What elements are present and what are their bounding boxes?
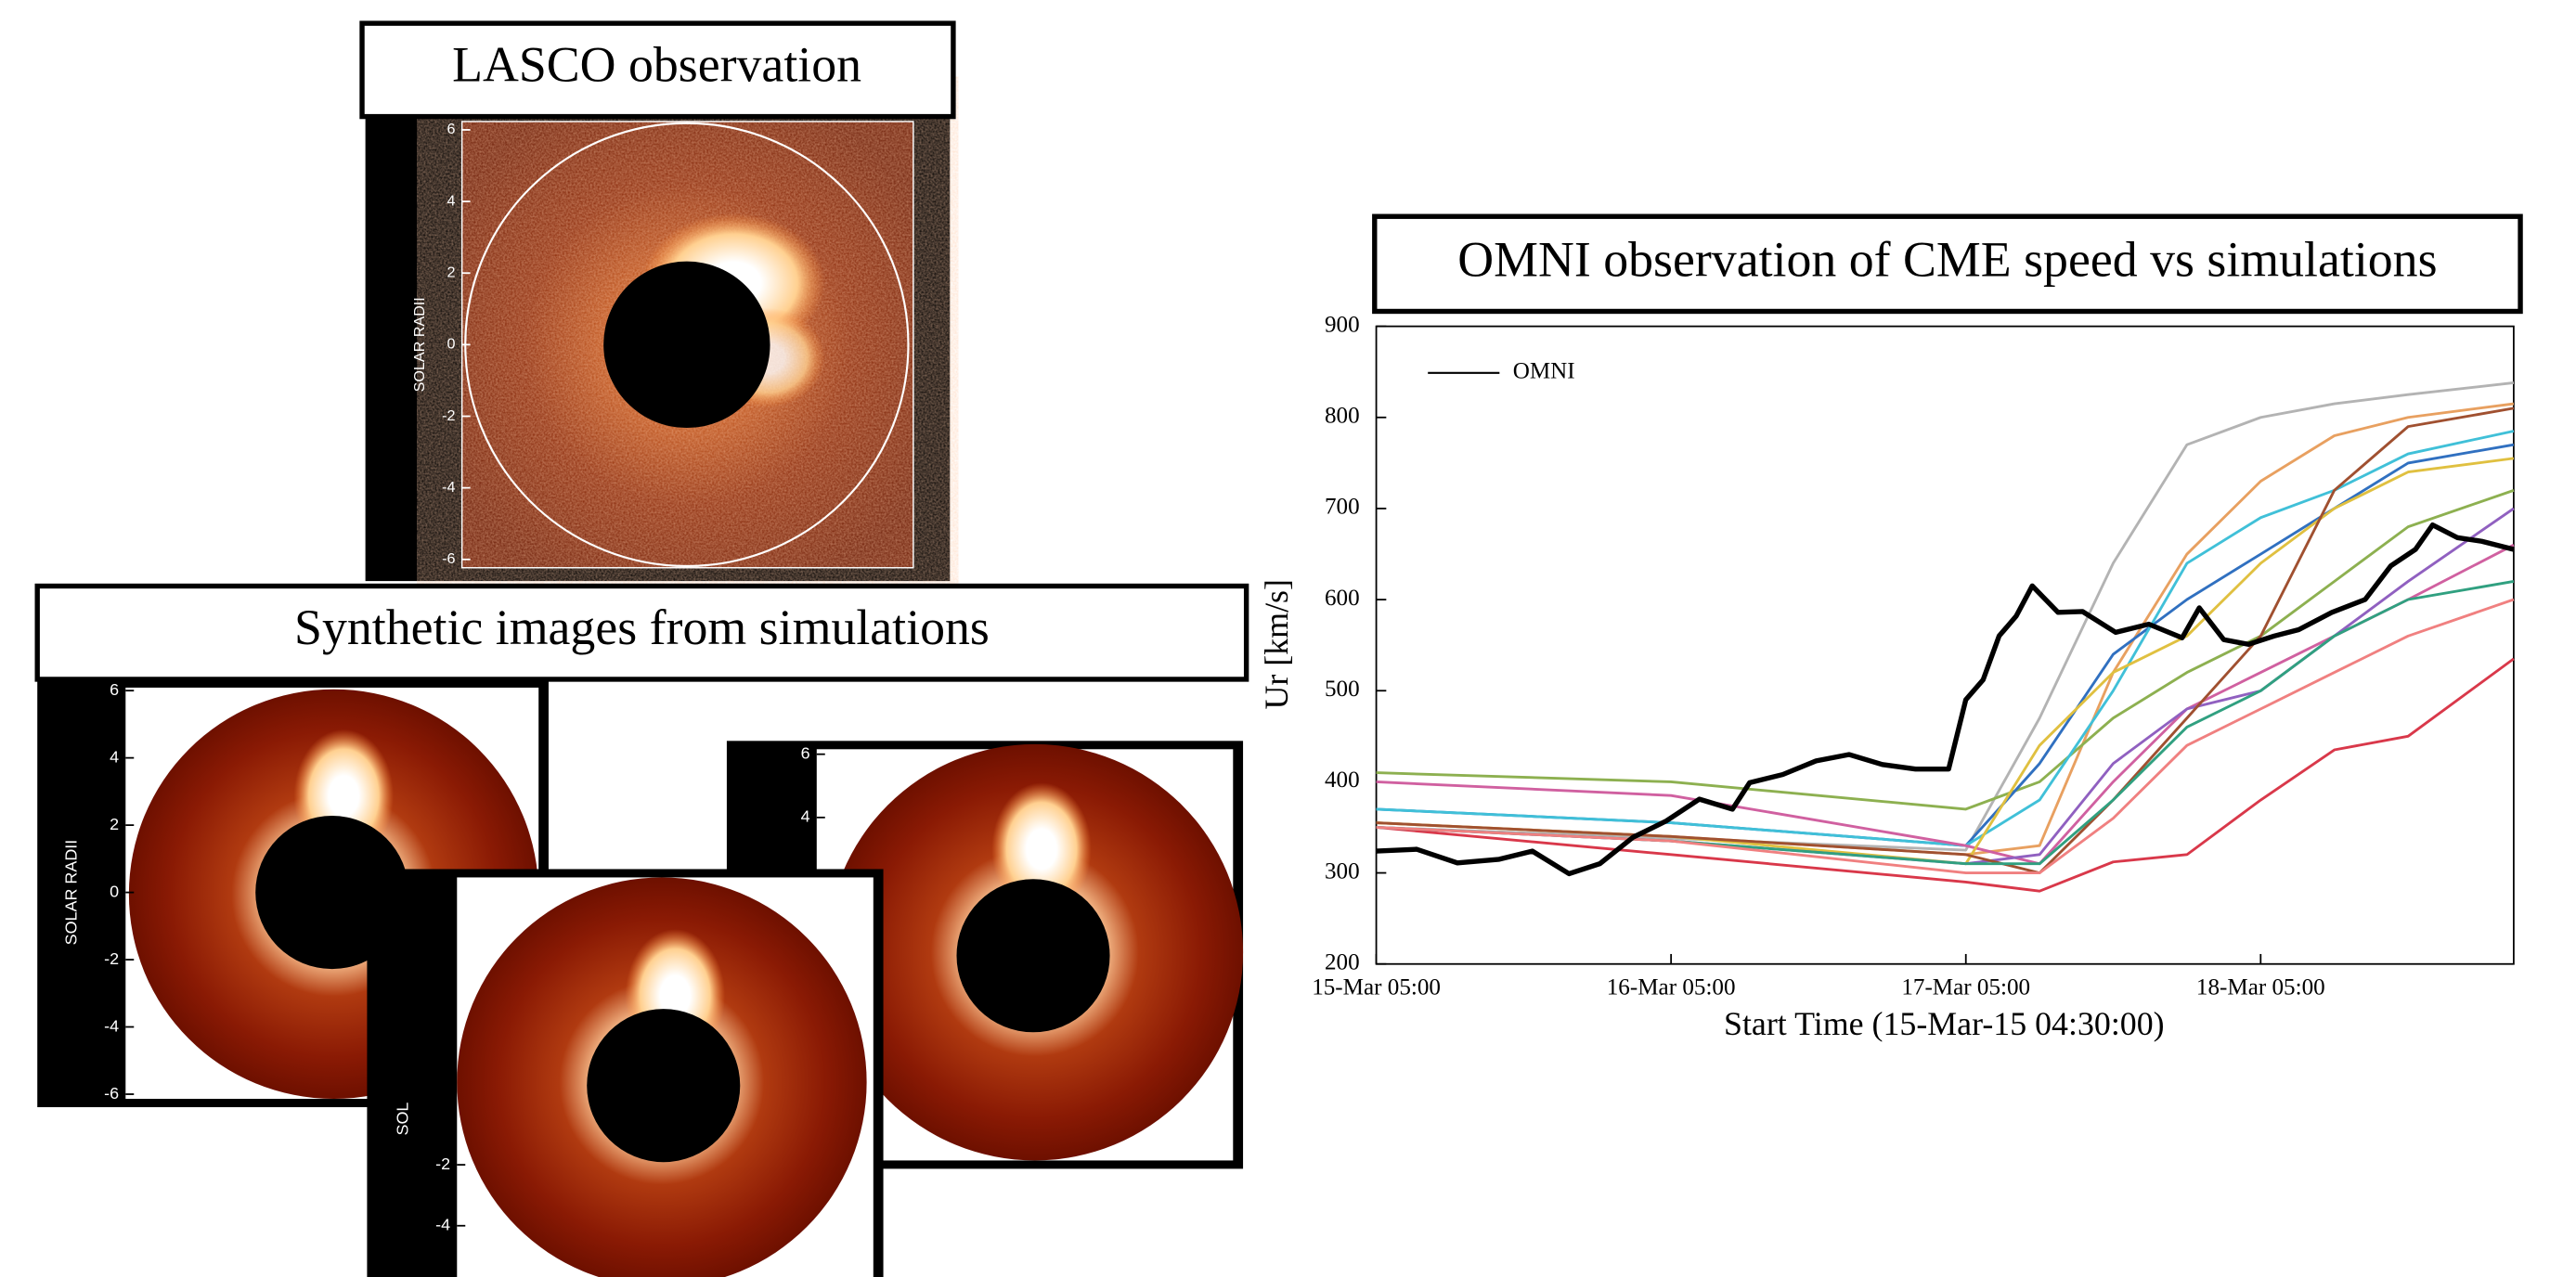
chart-title: OMNI observation of CME speed vs simulat… (1457, 232, 2437, 288)
y-tick-label: 800 (1325, 404, 1360, 429)
x-tick-label: 15-Mar 05:00 (1312, 974, 1441, 1000)
occulter (956, 879, 1109, 1032)
lasco-tick-label: 0 (447, 336, 456, 353)
lasco-axis-label: SOLAR RADII (411, 297, 428, 392)
lasco-tick-label: 6 (447, 121, 456, 137)
image-axis-label: SOL (394, 1103, 412, 1136)
lasco-image: 6 4 2 0 -2 -4 -6 SOLAR RADII (366, 113, 951, 581)
lasco-tick-label: 2 (447, 264, 456, 280)
legend-label: OMNI (1513, 359, 1575, 384)
y-tick-label: 700 (1325, 495, 1360, 520)
image-tick-label: 4 (110, 747, 119, 766)
y-tick-label: 600 (1325, 586, 1360, 611)
y-axis-label: Ur [km/s] (1258, 579, 1295, 710)
slide: 6420-2-4-6SOLAR RADII LASCO observation … (0, 0, 2576, 1277)
image-tick-label: -4 (104, 1016, 119, 1035)
page: 6420-2-4-6SOLAR RADII LASCO observation … (0, 0, 2576, 1277)
image-tick-label: -2 (435, 1154, 450, 1173)
occulter (587, 1009, 740, 1162)
y-tick-label: 500 (1325, 677, 1360, 702)
x-tick-label: 18-Mar 05:00 (2196, 974, 2325, 1000)
synthetic-title: Synthetic images from simulations (294, 600, 990, 655)
x-axis-label: Start Time (15-Mar-15 04:30:00) (1724, 1005, 2165, 1042)
image-tick-label: 6 (110, 680, 119, 699)
y-tick-label: 900 (1325, 312, 1360, 337)
image-tick-label: 0 (110, 882, 119, 900)
y-tick-label: 400 (1325, 767, 1360, 793)
lasco-title: LASCO observation (452, 37, 861, 93)
image-tick-label: -2 (104, 949, 119, 968)
image-tick-label: 2 (110, 815, 119, 833)
image-axis-label: SOLAR RADII (62, 840, 81, 946)
lasco-tick-label: -4 (442, 479, 455, 496)
plot-area (1377, 327, 2514, 964)
image-tick-label: -4 (435, 1215, 450, 1233)
y-tick-label: 300 (1325, 858, 1360, 884)
x-tick-label: 17-Mar 05:00 (1901, 974, 2030, 1000)
image-tick-label: 4 (801, 807, 810, 826)
lasco-tick-label: -2 (442, 407, 455, 424)
y-tick-label: 200 (1325, 949, 1360, 974)
lasco-tick-label: -6 (442, 550, 455, 567)
image-tick-label: 6 (801, 743, 810, 762)
lasco-tick-label: 4 (447, 192, 456, 209)
image-tick-label: -6 (104, 1084, 119, 1103)
x-tick-label: 16-Mar 05:00 (1607, 974, 1736, 1000)
